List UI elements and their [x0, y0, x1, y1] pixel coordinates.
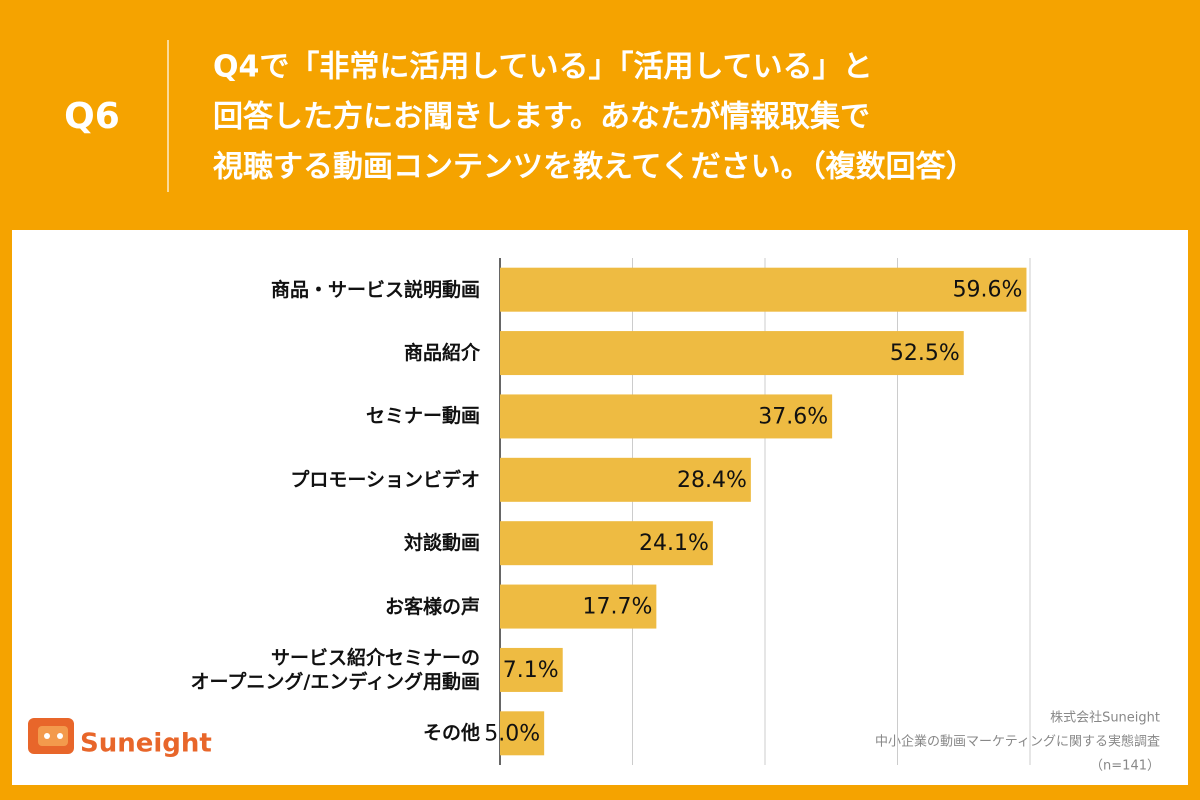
value-label: 17.7%	[582, 595, 652, 620]
category-label: プロモーションビデオ	[290, 468, 480, 491]
category-label: セミナー動画	[365, 405, 480, 428]
category-label: 商品紹介	[403, 342, 480, 365]
value-label: 59.6%	[953, 278, 1023, 303]
value-label: 28.4%	[677, 468, 747, 493]
title-line: 視聴する動画コンテンツを教えてください。（複数回答）	[213, 150, 976, 185]
question-label: Q6	[64, 96, 120, 137]
bar	[500, 711, 545, 756]
category-label: 対談動画	[403, 532, 480, 555]
category-label: 商品・サービス説明動画	[270, 278, 480, 301]
logo-text: Suneight	[80, 729, 212, 759]
category-label: サービス紹介セミナーの オープニング/エンディング用動画	[190, 646, 480, 693]
title-line: Q4で「非常に活用している」「活用している」と	[213, 50, 873, 85]
source-line: 中小企業の動画マーケティングに関する実態調査	[875, 734, 1160, 750]
bar	[500, 457, 751, 502]
value-label: 37.6%	[758, 404, 828, 429]
bar	[500, 521, 713, 566]
value-label: 24.1%	[639, 531, 709, 556]
category-label: その他	[422, 722, 480, 745]
source-line: 株式会社Suneight	[1050, 710, 1160, 726]
category-label: お客様の声	[384, 595, 480, 618]
logo-icon	[28, 718, 74, 754]
value-label: 52.5%	[890, 341, 960, 366]
title-line: 回答した方にお聞きします。あなたが情報取集で	[213, 100, 870, 135]
bar	[500, 331, 964, 376]
bar	[500, 647, 563, 692]
value-label: 5.0%	[484, 721, 540, 746]
bar	[500, 394, 833, 439]
value-label: 7.1%	[503, 658, 559, 683]
bar	[500, 267, 1027, 312]
bar	[500, 584, 657, 629]
panel	[12, 230, 1188, 785]
source-line: （n=141）	[1090, 759, 1160, 774]
